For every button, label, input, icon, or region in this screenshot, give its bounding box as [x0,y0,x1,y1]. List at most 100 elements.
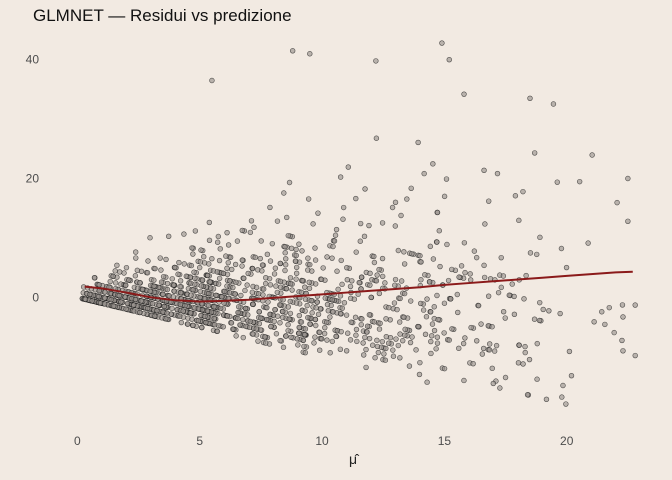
data-point-137 [379,273,386,280]
data-point-647 [493,342,500,349]
data-point-1409 [632,302,638,308]
data-point-1127 [87,291,93,298]
data-point-218 [531,150,538,156]
data-point-694 [296,312,302,319]
data-point-1370 [151,283,157,289]
data-point-1413 [490,380,496,387]
data-point-681 [337,293,344,299]
data-point-1259 [102,289,108,295]
data-point-1378 [189,316,195,322]
data-point-333 [315,210,321,216]
data-point-1395 [270,312,277,318]
data-point-965 [282,262,289,268]
data-point-887 [295,342,301,348]
data-point-1312 [560,382,566,389]
data-point-1339 [165,233,172,240]
data-point-937 [449,326,455,332]
data-point-130 [568,373,575,379]
data-point-1235 [383,316,389,322]
data-point-801 [302,326,309,332]
data-point-1083 [408,298,414,304]
data-point-1368 [280,314,286,321]
data-point-1344 [280,344,287,351]
data-point-1087 [415,323,421,330]
data-point-1337 [402,332,408,338]
data-point-511 [312,245,318,251]
data-point-1070 [137,280,143,286]
data-point-1373 [421,170,427,177]
data-point-22 [456,345,462,352]
data-point-1280 [207,279,213,285]
y-tick-label-20: 20 [26,172,40,186]
data-point-1182 [216,257,223,264]
data-point-1361 [318,276,325,283]
data-point-819 [374,337,380,344]
data-point-666 [589,152,595,158]
data-point-1007 [237,322,243,328]
data-point-1363 [190,251,196,257]
data-point-1411 [632,352,638,359]
data-point-475 [417,359,423,366]
data-point-1311 [445,277,452,284]
data-point-1118 [357,238,363,244]
data-point-900 [329,255,335,261]
data-point-453 [563,401,569,407]
data-point-795 [345,330,351,336]
data-point-676 [500,309,507,315]
data-point-1328 [313,305,319,311]
data-point-1360 [287,281,294,287]
data-point-1001 [456,274,462,280]
data-point-1293 [434,209,441,216]
data-point-1380 [198,283,205,289]
data-point-655 [256,320,263,327]
data-point-1300 [249,265,256,272]
data-point-912 [435,316,441,323]
data-point-1124 [434,239,440,245]
data-point-443 [376,266,382,273]
data-point-1407 [625,175,631,182]
data-point-210 [383,345,389,352]
data-point-940 [299,277,306,284]
data-point-719 [373,135,380,141]
data-point-941 [480,345,487,352]
data-point-871 [277,278,284,284]
data-point-1243 [394,306,400,313]
data-point-786 [401,290,408,297]
data-point-265 [363,346,369,353]
x-tick-label-10: 10 [315,434,329,448]
data-point-1125 [157,255,163,261]
data-point-884 [495,289,502,296]
data-point-202 [481,262,487,269]
data-point-1172 [277,337,283,344]
data-point-467 [250,331,256,337]
data-point-1292 [202,313,208,320]
data-point-1334 [274,289,280,296]
data-point-711 [224,265,230,271]
data-point-933 [250,301,256,308]
data-point-1006 [415,139,421,146]
data-point-752 [369,342,376,348]
data-point-902 [351,296,358,302]
data-point-1313 [366,222,372,229]
data-point-1341 [359,316,365,322]
data-point-643 [337,346,344,352]
data-point-1154 [238,292,244,299]
data-point-838 [422,272,428,278]
data-point-1393 [188,262,195,269]
data-point-1105 [314,299,320,305]
data-point-1263 [441,365,448,372]
data-point-183 [262,280,269,287]
data-point-567 [282,250,288,256]
data-point-993 [195,318,202,324]
data-point-126 [229,266,235,273]
data-point-834 [263,275,269,281]
data-point-651 [485,293,492,299]
data-point-242 [443,176,450,182]
data-point-845 [96,293,102,300]
data-point-1295 [214,239,221,245]
data-point-1335 [524,392,531,398]
data-point-1114 [192,275,198,282]
data-point-476 [397,355,403,361]
data-point-1388 [89,298,95,304]
data-point-1294 [225,242,232,248]
